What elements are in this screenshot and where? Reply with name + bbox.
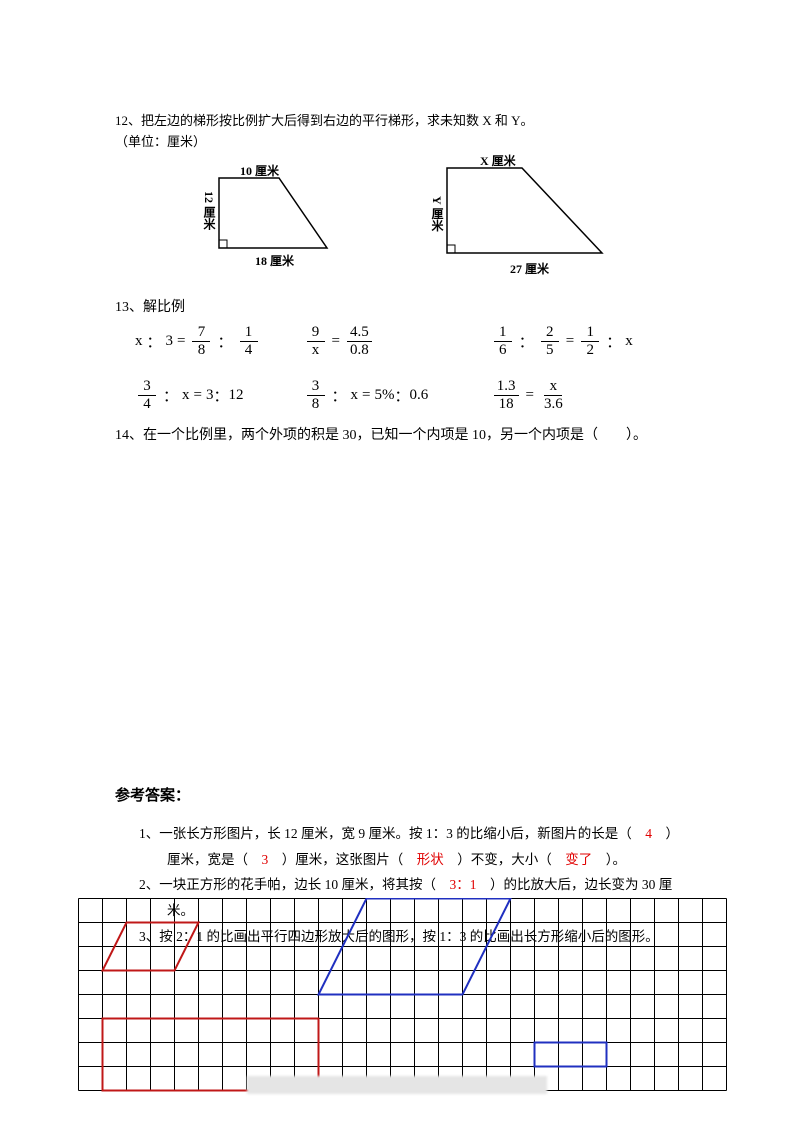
trapezoid-right [415, 156, 635, 276]
q12-line1: 12、把左边的梯形按比例扩大后得到右边的平行梯形，求未知数 X 和 Y。 [115, 110, 678, 129]
eq-r2c3: 1.318 = x3.6 [491, 378, 678, 412]
label-left-top: 10 厘米 [240, 162, 279, 179]
q13-row1: x：3= 78 ： 14 9x = 4.50.8 16 ： 25 = 12 ：x [115, 324, 678, 358]
answer-1: 1、一张长方形图片，长 12 厘米，宽 9 厘米。按 1：3 的比缩小后，新图片… [139, 821, 678, 872]
label-left-bottom: 18 厘米 [255, 252, 294, 269]
q13-title: 13、解比例 [115, 296, 678, 316]
eq-r1c3: 16 ： 25 = 12 ：x [491, 324, 678, 358]
eq-r2c1: 34 ：x=3：12 [135, 378, 304, 412]
eq-r1c2: 9x = 4.50.8 [304, 324, 491, 358]
q14-text: 14、在一个比例里，两个外项的积是 30，已知一个内项是 10，另一个内项是（ … [115, 424, 678, 444]
q13-row2: 34 ：x=3：12 38 ：x=5%：0.6 1.318 = x3.6 [115, 378, 678, 412]
label-right-bottom: 27 厘米 [510, 260, 549, 277]
label-right-top: X 厘米 [480, 152, 516, 169]
eq-r2c2: 38 ：x=5%：0.6 [304, 378, 491, 412]
footer-blur [247, 1076, 547, 1094]
grid-svg [78, 898, 728, 1092]
trapezoid-figures: 10 厘米 12 厘米 18 厘米 X 厘米 Y 厘米 27 厘米 [115, 156, 678, 276]
answers-heading: 参考答案： [115, 784, 678, 805]
label-left-side: 12 厘米 [201, 191, 218, 230]
eq-r1c1: x：3= 78 ： 14 [135, 324, 304, 358]
q12-line2: （单位：厘米） [115, 131, 678, 150]
label-right-side: Y 厘米 [429, 196, 446, 231]
grid-figure [78, 898, 728, 1097]
